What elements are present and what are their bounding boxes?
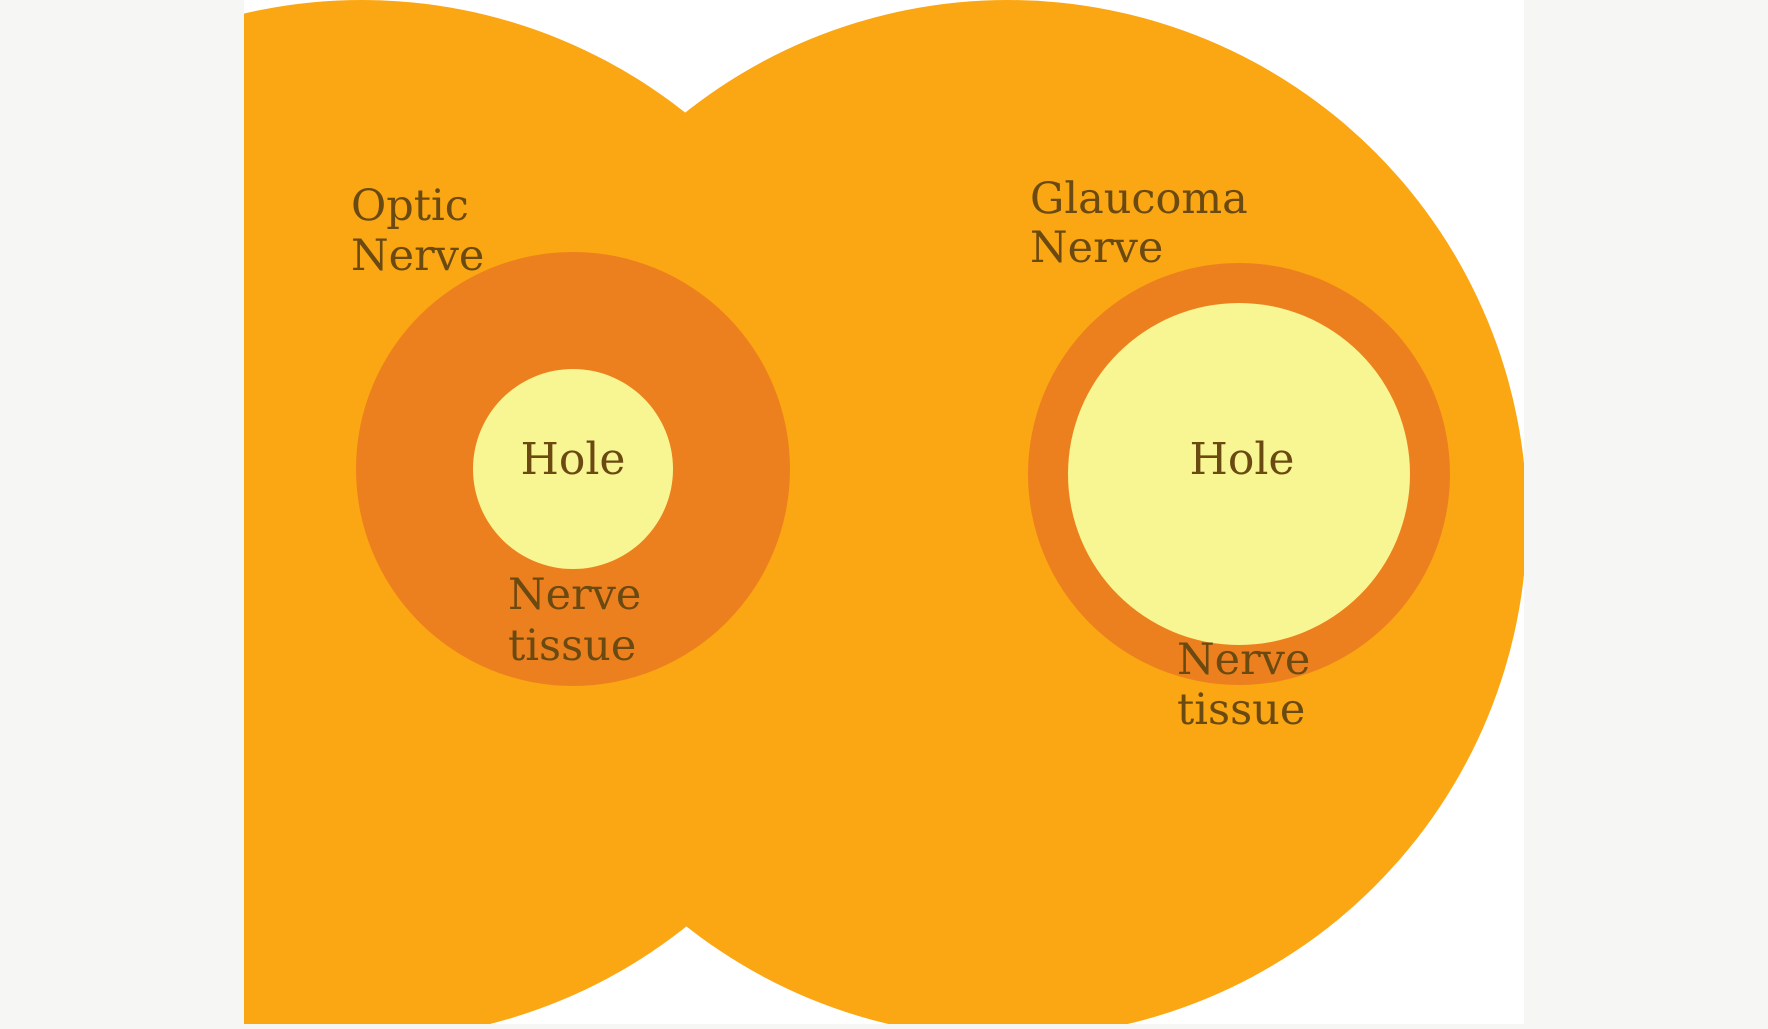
diagram-shapes <box>244 0 1524 1024</box>
glaucoma-nerve-tissue-label-line1: Nerve <box>1177 635 1310 685</box>
glaucoma-nerve-tissue-label-line2: tissue <box>1177 685 1305 735</box>
optic-nerve-hole <box>473 369 673 569</box>
optic-nerve-title-line2: Nerve <box>351 231 484 281</box>
glaucoma-nerve-outer-disc <box>489 0 1524 1024</box>
optic-nerve-tissue-label-line1: Nerve <box>508 570 641 620</box>
optic-nerve-tissue-label-line2: tissue <box>508 621 636 671</box>
glaucoma-nerve-hole <box>1068 303 1410 645</box>
optic-nerve-hole-label: Hole <box>521 434 626 485</box>
glaucoma-nerve-title-line1: Glaucoma <box>1030 174 1248 224</box>
glaucoma-nerve-hole-label: Hole <box>1190 434 1295 485</box>
optic-nerve-title-line1: Optic <box>351 181 469 231</box>
glaucoma-nerve-title-line2: Nerve <box>1030 223 1163 273</box>
